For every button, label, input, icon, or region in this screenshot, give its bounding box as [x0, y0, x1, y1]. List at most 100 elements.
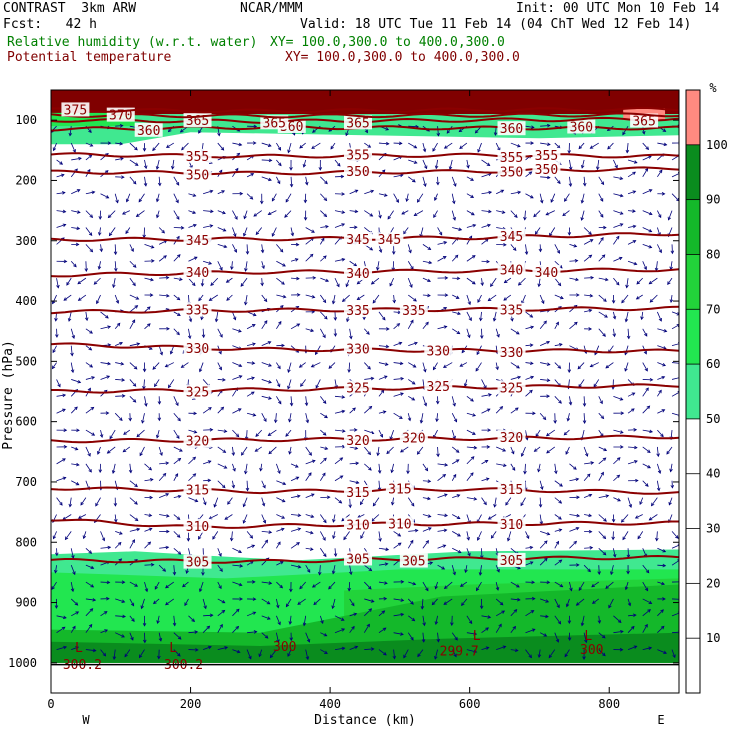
- wind-vector-889: [481, 459, 489, 465]
- wind-vector-336: [569, 243, 578, 248]
- wind-vector-857: [642, 446, 651, 453]
- wind-vector-shaft: [539, 294, 545, 304]
- wind-vector-shaft: [525, 628, 536, 634]
- wind-vector-shaft: [481, 210, 492, 213]
- wind-vector-head: [658, 249, 662, 254]
- wind-vector-shaft: [217, 463, 227, 469]
- wind-vector-head: [679, 580, 682, 583]
- wind-vector-484: [214, 311, 219, 323]
- wind-vector-head: [51, 300, 56, 305]
- wind-vector-706: [320, 396, 327, 404]
- wind-vector-head: [105, 315, 109, 319]
- wind-vector-shaft: [300, 379, 307, 387]
- wind-vector-head: [161, 229, 165, 234]
- wind-vector-shaft: [583, 413, 586, 424]
- wind-vector-head: [277, 146, 282, 151]
- wind-vector-shaft: [115, 157, 124, 161]
- wind-vector-shaft: [270, 649, 277, 658]
- wind-vector-357: [244, 261, 248, 272]
- wind-vector-1268: [364, 608, 373, 617]
- wind-vector-1372: [627, 645, 638, 650]
- wind-vector-head: [177, 457, 182, 462]
- wind-vector-head: [277, 365, 281, 370]
- wind-vector-head: [421, 639, 426, 643]
- wind-vector-head: [308, 472, 312, 476]
- wind-vector-shaft: [452, 514, 461, 519]
- wind-vector-head: [143, 182, 148, 187]
- wind-vector-head: [139, 452, 143, 457]
- wind-vector-227: [232, 210, 238, 220]
- wind-vector-head: [468, 620, 473, 625]
- wind-vector-head: [237, 408, 242, 412]
- wind-vector-head: [503, 242, 507, 247]
- wind-vector-head: [514, 648, 519, 653]
- wind-vector-head: [242, 519, 247, 524]
- wind-vector-1236: [525, 596, 536, 601]
- wind-vector-192: [349, 189, 359, 195]
- wind-vector-head: [125, 230, 129, 235]
- wind-vector-shaft: [188, 456, 196, 465]
- wind-vector-head: [487, 297, 492, 302]
- wind-vector-44: [70, 142, 76, 153]
- wind-vector-head: [302, 163, 307, 168]
- wind-vector-292: [549, 227, 556, 237]
- wind-vector-head: [368, 467, 372, 471]
- wind-vector-shaft: [437, 544, 446, 549]
- wind-vector-head: [410, 539, 414, 544]
- wind-vector-head: [91, 376, 96, 380]
- wind-vector-shaft: [313, 598, 321, 605]
- colorbar-band-70: [686, 254, 700, 310]
- wind-vector-shaft: [71, 189, 81, 195]
- wind-vector-173: [71, 189, 81, 195]
- wind-vector-shaft: [504, 277, 512, 283]
- wind-vector-head: [637, 535, 641, 540]
- wind-vector-head: [162, 472, 167, 477]
- wind-vector-head: [77, 379, 82, 384]
- wind-vector-shaft: [289, 615, 292, 625]
- wind-vector-shaft: [626, 278, 629, 288]
- wind-vector-head: [601, 254, 606, 258]
- wind-vector-shaft: [173, 547, 181, 555]
- wind-vector-head: [295, 242, 300, 247]
- wind-vector-shaft: [232, 362, 242, 367]
- wind-vector-1051: [332, 531, 336, 540]
- wind-vector-head: [427, 514, 432, 518]
- wind-vector-shaft: [129, 294, 139, 300]
- wind-vector-1171: [198, 581, 204, 593]
- wind-vector-1299: [188, 630, 199, 634]
- wind-vector-head: [150, 277, 154, 282]
- theta-label-bg-310: [344, 517, 373, 532]
- wind-vector-shaft: [232, 581, 242, 586]
- wind-vector-shaft: [466, 615, 473, 624]
- wind-vector-1250: [100, 611, 108, 617]
- wind-vector-head: [559, 583, 564, 588]
- wind-vector-head: [597, 620, 602, 624]
- wind-vector-shaft: [598, 649, 606, 656]
- wind-vector-shaft: [546, 429, 556, 437]
- wind-vector-520: [114, 322, 121, 330]
- wind-vector-514: [657, 311, 662, 322]
- wind-vector-644: [671, 362, 679, 365]
- wind-vector-404: [305, 276, 317, 280]
- wind-vector-shaft: [188, 277, 196, 286]
- wind-vector-168: [627, 171, 636, 178]
- wind-vector-head: [377, 470, 382, 474]
- wind-vector-head: [543, 540, 548, 545]
- wind-vector-shaft: [284, 210, 292, 218]
- wind-vector-shaft: [378, 610, 385, 617]
- wind-vector-shaft: [115, 632, 125, 638]
- wind-vector-head: [268, 158, 273, 163]
- wind-vector-head: [490, 283, 494, 288]
- wind-vector-head: [528, 171, 533, 175]
- wind-vector-head: [262, 519, 267, 524]
- wind-vector-head: [88, 129, 92, 134]
- wind-vector-shaft: [173, 210, 180, 220]
- wind-vector-head: [444, 463, 449, 467]
- wind-vector-shaft: [157, 615, 160, 624]
- wind-vector-shaft: [56, 159, 63, 165]
- theta-label-355: 355: [535, 149, 558, 164]
- wind-vector-339: [613, 235, 620, 245]
- wind-vector-head: [459, 145, 463, 149]
- wind-vector-443: [244, 294, 248, 306]
- wind-vector-shaft: [217, 480, 226, 489]
